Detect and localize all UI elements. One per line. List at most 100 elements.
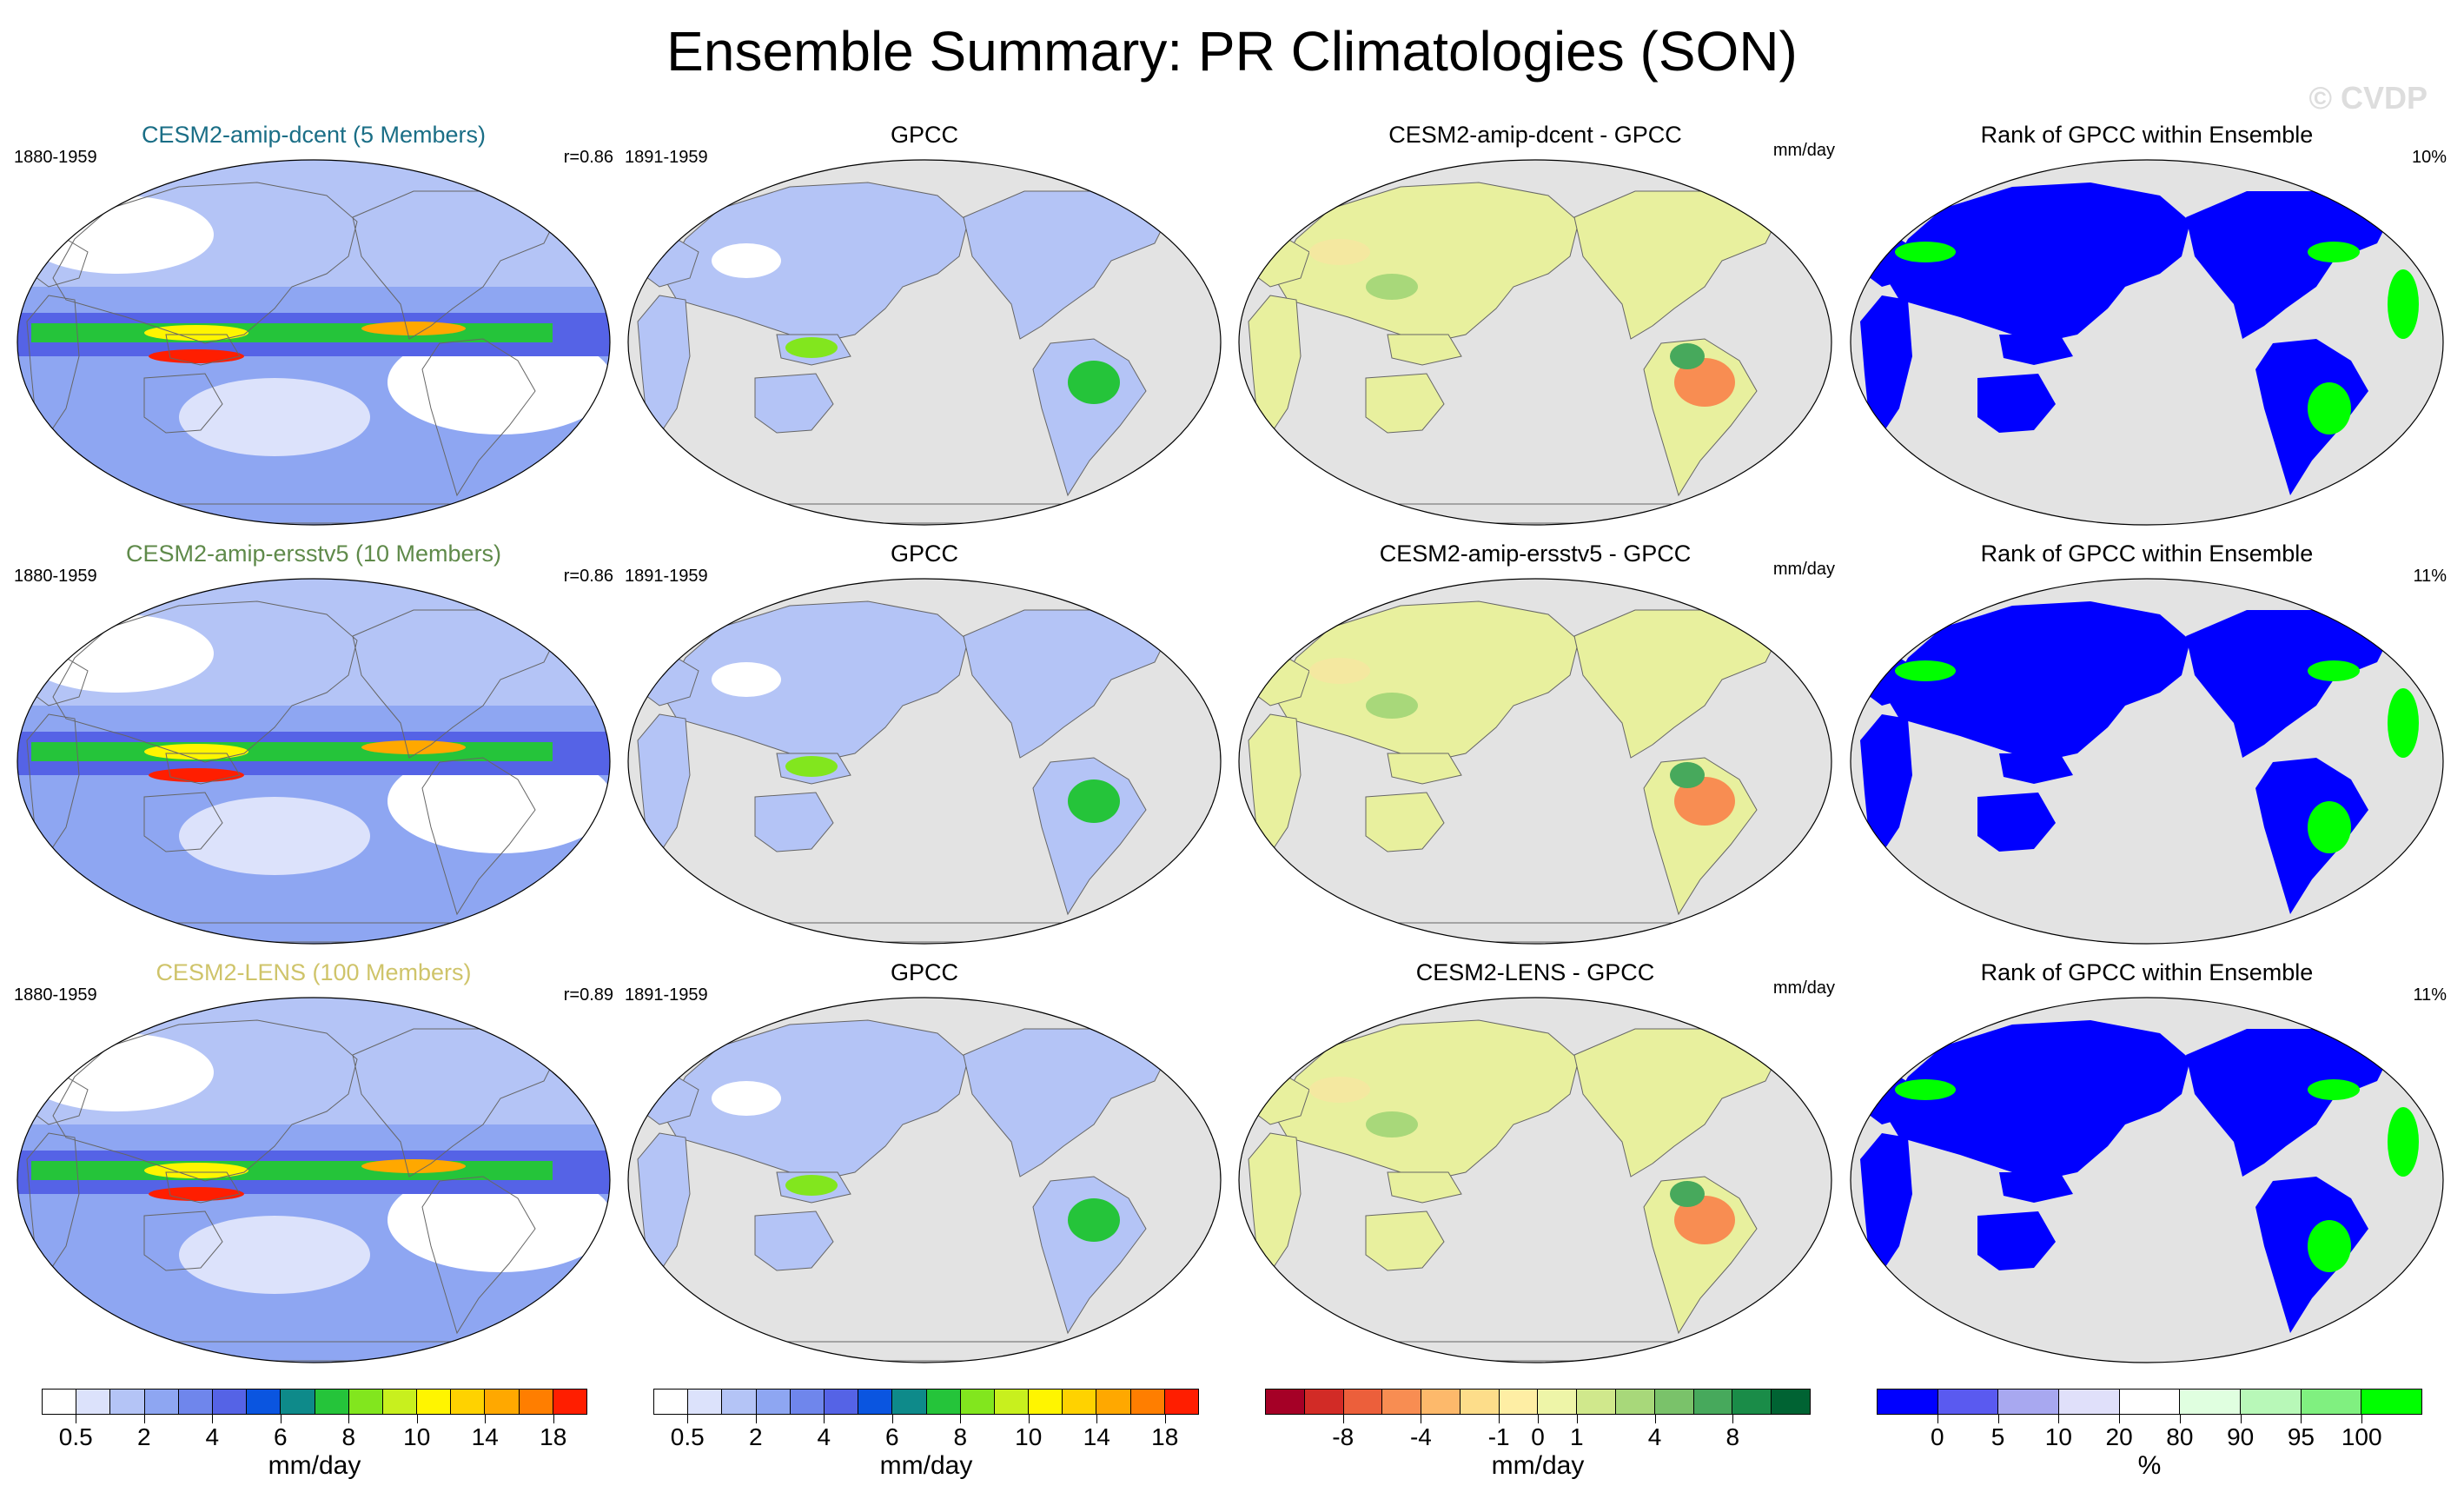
- colorbar-tick-label: 5: [1990, 1423, 2005, 1450]
- obs-title: GPCC: [890, 541, 958, 567]
- obs-map: [627, 578, 1222, 945]
- colorbar-tick-label: 80: [2166, 1423, 2194, 1450]
- colorbar-swatch: [1499, 1390, 1539, 1414]
- colorbar-tick: [824, 1415, 825, 1423]
- colorbar-swatch: [110, 1390, 145, 1414]
- colorbar-tick-label: 4: [205, 1423, 220, 1450]
- colorbar-swatch: [2059, 1390, 2120, 1414]
- rank-percent-label: 11%: [2413, 567, 2447, 586]
- colorbar-swatch: [1029, 1390, 1063, 1414]
- colorbar-swatch: [654, 1390, 689, 1414]
- diff-title: CESM2-amip-ersstv5 - GPCC: [1379, 541, 1692, 567]
- colorbar-swatch: [1266, 1390, 1305, 1414]
- colorbar-precip-model: 0.5 2 4 6 8 10 14 18 mm/day: [42, 1389, 587, 1484]
- ensemble-years: 1880-1959: [14, 148, 97, 167]
- colorbar-tick: [1654, 1415, 1656, 1423]
- correlation-label: r=0.86: [563, 148, 613, 167]
- correlation-label: r=0.86: [563, 567, 613, 586]
- colorbar-rank: 0 5 10 20 80 90 95 100%: [1877, 1389, 2422, 1484]
- colorbar-tick: [553, 1415, 554, 1423]
- colorbar-tick-label: 4: [817, 1423, 831, 1450]
- colorbar-swatch: [1460, 1390, 1500, 1414]
- colorbar-swatch: [1063, 1390, 1097, 1414]
- rank-percent-label: 10%: [2411, 148, 2447, 167]
- colorbar-swatch: [553, 1390, 586, 1414]
- model-map: [17, 997, 611, 1363]
- colorbar-tick-label: 6: [884, 1423, 899, 1450]
- correlation-label: r=0.89: [563, 985, 613, 1005]
- colorbar-swatch: [315, 1390, 349, 1414]
- colorbar-units: mm/day: [879, 1451, 973, 1480]
- obs-panel-row-3: GPCC 1891-1959: [625, 959, 1224, 1368]
- colorbar-tick: [1028, 1415, 1030, 1423]
- colorbar-tick: [960, 1415, 962, 1423]
- colorbar-tick: [1164, 1415, 1166, 1423]
- colorbar-tick-label: 10: [2044, 1423, 2072, 1450]
- colorbar-tick: [1096, 1415, 1098, 1423]
- colorbar-tick-label: 14: [471, 1423, 499, 1450]
- rank-panel-row-2: Rank of GPCC within Ensemble 11%: [1847, 541, 2447, 949]
- colorbar-tick: [348, 1415, 350, 1423]
- colorbar-swatch: [994, 1390, 1030, 1414]
- colorbar-swatch: [1421, 1390, 1461, 1414]
- colorbar-swatches: [1877, 1389, 2422, 1415]
- obs-title: GPCC: [890, 122, 958, 148]
- colorbar-tick: [755, 1415, 757, 1423]
- colorbar-difference: -8 -4 -1 0 1 4 8 mm/day: [1265, 1389, 1811, 1484]
- colorbar-tick-label: 2: [136, 1423, 151, 1450]
- colorbar-swatch: [892, 1390, 927, 1414]
- colorbar-tick: [1732, 1415, 1734, 1423]
- colorbar-tick-label: 90: [2227, 1423, 2255, 1450]
- colorbar-swatch: [2361, 1390, 2422, 1414]
- colorbar-swatches: [1265, 1389, 1811, 1415]
- rank-title: Rank of GPCC within Ensemble: [1980, 959, 2314, 985]
- colorbar-tick-label: 18: [540, 1423, 567, 1450]
- colorbar-swatch: [1616, 1390, 1655, 1414]
- colorbar-swatch: [790, 1390, 825, 1414]
- colorbar-swatch: [1732, 1390, 1772, 1414]
- colorbar-swatch: [247, 1390, 282, 1414]
- colorbar-tick: [1937, 1415, 1938, 1423]
- colorbar-swatch: [1937, 1390, 1999, 1414]
- colorbar-swatch: [348, 1390, 383, 1414]
- colorbar-tick: [1499, 1415, 1500, 1423]
- colorbar-swatch: [1304, 1390, 1344, 1414]
- colorbar-swatch: [281, 1390, 315, 1414]
- rank-panel-row-1: Rank of GPCC within Ensemble 10%: [1847, 122, 2447, 530]
- colorbar-tick: [485, 1415, 487, 1423]
- colorbar-swatch: [858, 1390, 893, 1414]
- colorbar-tick: [2301, 1415, 2302, 1423]
- ensemble-title: CESM2-amip-ersstv5 (10 Members): [125, 541, 502, 567]
- colorbar-swatch: [76, 1390, 111, 1414]
- colorbar-units: %: [2137, 1451, 2162, 1480]
- colorbar-swatch: [382, 1390, 418, 1414]
- colorbar-tick-label: 14: [1083, 1423, 1110, 1450]
- rank-map: [1850, 578, 2444, 945]
- colorbar-tick: [416, 1415, 418, 1423]
- diff-panel-row-2: CESM2-amip-ersstv5 - GPCC mm/day: [1235, 541, 1835, 949]
- colorbar-tick-label: 4: [1647, 1423, 1662, 1450]
- colorbar-swatch: [178, 1390, 213, 1414]
- colorbar-tick-label: 95: [2287, 1423, 2315, 1450]
- ensemble-years: 1880-1959: [14, 567, 97, 586]
- colorbar-units: mm/day: [1491, 1451, 1585, 1480]
- colorbar-swatch: [688, 1390, 723, 1414]
- colorbar-tick-label: -8: [1332, 1423, 1355, 1450]
- colorbar-swatch: [1878, 1390, 1938, 1414]
- colorbar-tick-label: 20: [2105, 1423, 2133, 1450]
- colorbar-tick-label: 6: [273, 1423, 288, 1450]
- colorbar-swatch: [1693, 1390, 1733, 1414]
- figure-title: Ensemble Summary: PR Climatologies (SON): [666, 20, 1798, 83]
- colorbar-tick: [2119, 1415, 2121, 1423]
- colorbar-tick: [2179, 1415, 2181, 1423]
- colorbar-tick-label: -1: [1487, 1423, 1510, 1450]
- colorbar-tick: [1538, 1415, 1539, 1423]
- colorbar-tick-label: 0: [1930, 1423, 1944, 1450]
- model-panel-row-1: CESM2-amip-dcent (5 Members) 1880-1959 r=0…: [14, 122, 613, 530]
- diff-panel-row-1: CESM2-amip-dcent - GPCC mm/day: [1235, 122, 1835, 530]
- colorbar-swatch: [43, 1390, 77, 1414]
- colorbar-swatch: [1772, 1390, 1810, 1414]
- colorbar-swatch: [960, 1390, 995, 1414]
- obs-map: [627, 997, 1222, 1363]
- colorbar-swatch: [756, 1390, 791, 1414]
